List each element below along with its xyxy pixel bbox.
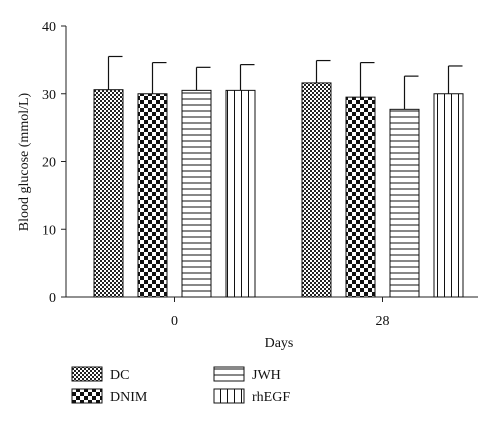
legend-label-dnim: DNIM: [110, 390, 148, 405]
legend: DC DNIM JWH rhEGF: [71, 366, 290, 405]
legend-swatch-dnim: [71, 388, 103, 404]
bar-jwh-day-28: [389, 108, 420, 298]
y-tick-label: 0: [49, 291, 56, 306]
legend-swatch-dc: [71, 366, 103, 382]
legend-label-dc: DC: [110, 368, 129, 383]
bar-dc-day-28: [301, 82, 332, 298]
x-tick-label: 28: [376, 314, 390, 329]
x-axis-title: Days: [265, 336, 294, 351]
legend-swatch-jwh: [213, 366, 245, 382]
bar-dnim-day-28: [345, 96, 376, 298]
plot-area: 0 10 20 30 40 0 28: [42, 20, 478, 329]
x-tick-label: 0: [171, 314, 178, 329]
y-axis-title: Blood glucose (mmol/L): [17, 92, 32, 231]
legend-label-jwh: JWH: [252, 368, 281, 383]
bar-dc-day-0: [93, 89, 124, 298]
bar-dnim-day-0: [137, 93, 168, 298]
legend-swatch-rhegf: [213, 388, 245, 404]
y-tick-label: 40: [42, 20, 56, 35]
bar-rhegf-day-0: [225, 89, 256, 298]
bar-jwh-day-0: [181, 89, 212, 298]
y-tick-label: 30: [42, 88, 56, 103]
legend-label-rhegf: rhEGF: [252, 390, 290, 405]
y-tick-label: 20: [42, 156, 56, 171]
bar-rhegf-day-28: [433, 93, 464, 298]
y-tick-label: 10: [42, 223, 56, 238]
